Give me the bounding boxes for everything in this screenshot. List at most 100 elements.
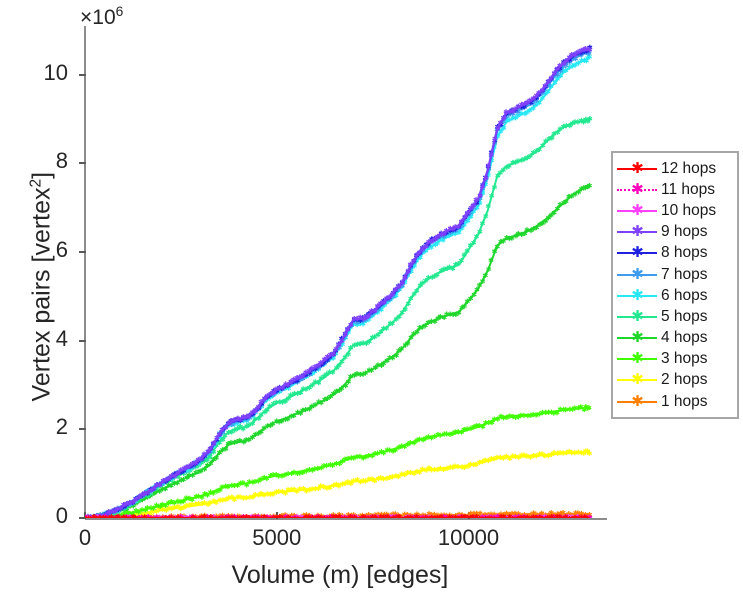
series-markers <box>85 513 591 518</box>
legend-item-10-hops[interactable]: ✱ 10 hops <box>617 200 733 221</box>
legend-item-label: 3 hops <box>661 350 708 368</box>
legend-line-icon <box>617 252 657 255</box>
legend-item-label: 12 hops <box>661 159 717 177</box>
series-line <box>85 118 590 518</box>
legend-item-label: 4 hops <box>661 329 708 347</box>
series-line <box>85 56 590 518</box>
legend-item-2-hops[interactable]: ✱ 2 hops <box>617 370 733 391</box>
y-axis-tick <box>79 162 86 165</box>
y-axis-tick <box>79 73 86 76</box>
y-axis-tick <box>79 517 86 519</box>
legend-item-label: 1 hops <box>661 392 708 410</box>
legend-swatch: ✱ <box>617 286 657 304</box>
legend-star-icon: ✱ <box>631 350 644 368</box>
legend-line-icon <box>617 400 657 403</box>
legend-item-1-hops[interactable]: ✱ 1 hops <box>617 391 733 412</box>
legend-item-7-hops[interactable]: ✱ 7 hops <box>617 264 733 285</box>
y-axis-label-tail: ] <box>27 171 56 179</box>
y-axis-multiplier: ×106 <box>80 3 123 30</box>
legend-item-label: 8 hops <box>661 244 708 262</box>
y-axis-tick-label: 6 <box>55 237 68 263</box>
y-axis-tick <box>79 428 86 431</box>
legend-item-6-hops[interactable]: ✱ 6 hops <box>617 285 733 306</box>
y-axis-tick <box>79 251 86 254</box>
x-axis-tick-label: 10000 <box>437 525 500 550</box>
series-markers <box>85 54 592 518</box>
legend-swatch: ✱ <box>617 307 657 325</box>
legend-item-label: 2 hops <box>661 371 708 389</box>
y-axis-label-text: Vertex pairs [vertex <box>27 187 56 402</box>
series-line <box>85 50 590 518</box>
legend-swatch: ✱ <box>617 159 657 177</box>
series-markers <box>85 46 593 518</box>
plot-area <box>85 44 593 518</box>
x-axis-label: Volume (m) [edges] <box>231 561 449 589</box>
y-axis-line <box>84 26 86 519</box>
legend-line-icon <box>617 188 657 191</box>
legend-star-icon: ✱ <box>631 329 644 347</box>
legend-item-label: 6 hops <box>661 286 708 304</box>
legend-item-12-hops[interactable]: ✱ 12 hops <box>617 158 733 179</box>
series-9-hops <box>85 46 593 518</box>
y-axis-multiplier-base: ×10 <box>80 6 116 29</box>
series-4-hops <box>85 182 593 518</box>
legend-star-icon: ✱ <box>631 286 644 304</box>
legend-star-icon: ✱ <box>631 159 644 177</box>
legend-star-icon: ✱ <box>631 223 644 241</box>
y-axis-tick-label: 8 <box>55 148 68 174</box>
legend-swatch: ✱ <box>617 265 657 283</box>
series-2-hops <box>85 448 592 518</box>
y-axis-label: Vertex pairs [vertex2] <box>27 57 56 517</box>
legend-item-label: 7 hops <box>661 265 708 283</box>
legend-line-icon <box>617 209 657 212</box>
legend-star-icon: ✱ <box>631 371 644 389</box>
legend-swatch: ✱ <box>617 350 657 368</box>
legend-star-icon: ✱ <box>631 201 644 219</box>
x-axis-tick-label: 0 <box>78 525 92 550</box>
legend-star-icon: ✱ <box>631 307 644 325</box>
legend-line-icon <box>617 337 657 340</box>
legend-star-icon: ✱ <box>631 392 644 410</box>
legend-line-icon <box>617 231 657 234</box>
legend-line-icon <box>617 273 657 276</box>
legend-swatch: ✱ <box>617 329 657 347</box>
legend-swatch: ✱ <box>617 223 657 241</box>
legend-swatch: ✱ <box>617 180 657 198</box>
y-axis-tick-label: 0 <box>55 503 68 528</box>
legend-star-icon: ✱ <box>631 265 644 283</box>
series-12-hops <box>85 513 591 518</box>
series-markers <box>85 448 592 518</box>
legend-line-icon <box>617 167 657 170</box>
legend-item-11-hops[interactable]: ✱ 11 hops <box>617 179 733 200</box>
legend-star-icon: ✱ <box>631 244 644 262</box>
legend-line-icon <box>617 379 657 382</box>
legend-item-4-hops[interactable]: ✱ 4 hops <box>617 328 733 349</box>
x-axis-tick-label: 5000 <box>252 525 302 550</box>
legend-item-5-hops[interactable]: ✱ 5 hops <box>617 306 733 327</box>
series-group <box>85 44 593 518</box>
legend-item-label: 5 hops <box>661 307 708 325</box>
chart-legend[interactable]: ✱ 12 hops ✱ 11 hops ✱ 10 hops ✱ 9 hops ✱ 8 hops ✱ 7… <box>611 151 739 420</box>
series-3-hops <box>85 404 592 518</box>
legend-item-label: 11 hops <box>661 180 716 198</box>
legend-item-3-hops[interactable]: ✱ 3 hops <box>617 349 733 370</box>
legend-item-8-hops[interactable]: ✱ 8 hops <box>617 243 733 264</box>
y-axis-multiplier-exponent: 6 <box>115 3 124 19</box>
legend-star-icon: ✱ <box>631 180 644 198</box>
legend-line-icon <box>617 358 657 361</box>
legend-swatch: ✱ <box>617 201 657 219</box>
x-axis-line <box>85 518 607 520</box>
legend-item-9-hops[interactable]: ✱ 9 hops <box>617 222 733 243</box>
series-6-hops <box>85 54 592 518</box>
y-axis-label-superscript: 2 <box>27 178 45 188</box>
legend-item-label: 10 hops <box>661 201 717 219</box>
y-axis-tick-label: 2 <box>55 414 68 440</box>
y-axis-tick <box>79 339 86 342</box>
legend-swatch: ✱ <box>617 371 657 389</box>
legend-line-icon <box>617 315 657 318</box>
series-markers <box>85 404 592 518</box>
legend-swatch: ✱ <box>617 244 657 262</box>
legend-line-icon <box>617 294 657 297</box>
y-axis-tick-label: 4 <box>55 325 68 351</box>
